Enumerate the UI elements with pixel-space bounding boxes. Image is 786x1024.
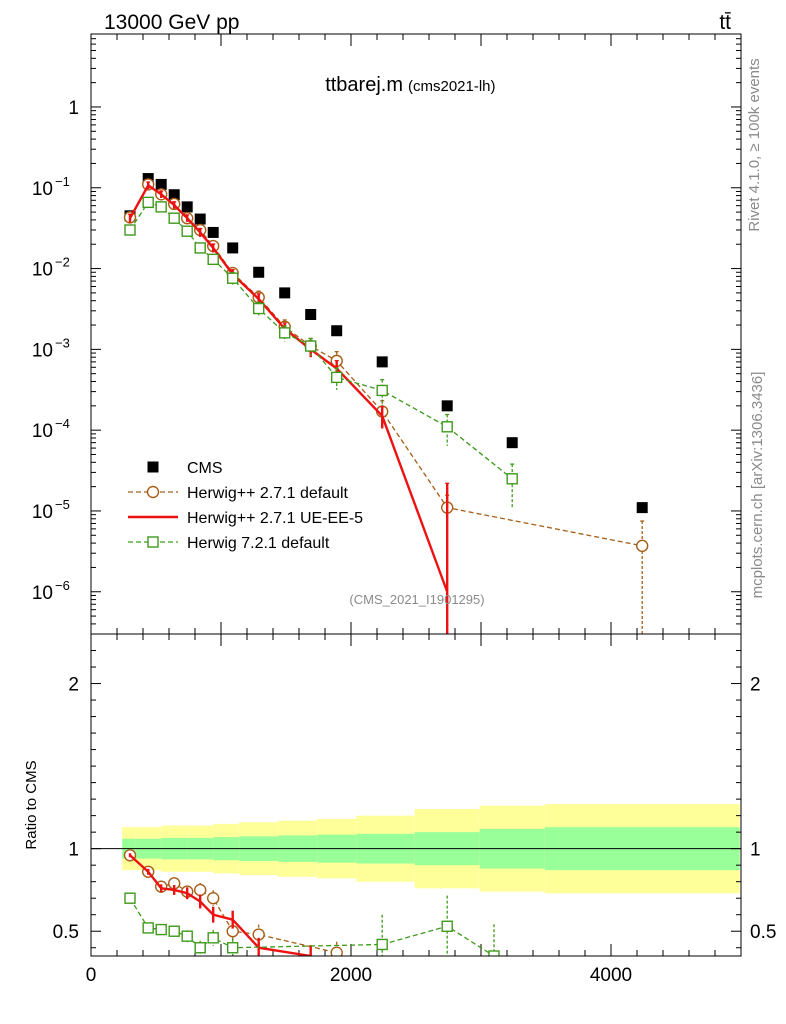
ratio-y-tick-label-right: 2	[750, 675, 761, 696]
ratio-ticks: 0.5 0.5 1 1 2 2 0 2000 4000	[53, 634, 776, 986]
legend-marker	[146, 485, 160, 499]
ratio-y-tick-label: 1	[68, 840, 79, 861]
legend-marker	[147, 461, 159, 473]
ratio-y-tick-label-right: 1	[750, 840, 761, 861]
rivet-label: Rivet 4.1.0, ≥ 100k events	[746, 58, 763, 231]
ratio-point	[124, 892, 136, 904]
series-line	[128, 183, 449, 593]
x-tick-label: 0	[86, 965, 97, 986]
ratio-series	[123, 849, 500, 956]
main-series	[123, 173, 649, 634]
y-tick-label: 10	[32, 340, 53, 361]
ratio-y-tick-label-right: 0.5	[750, 922, 776, 943]
legend-label: Herwig 7.2.1 default	[187, 535, 330, 552]
cms-point	[227, 242, 239, 254]
cms-point	[376, 356, 388, 368]
main-panel: 110−110−210−310−410−510−6 ttbarej.m (cms…	[32, 33, 742, 635]
herwig-721-point	[181, 225, 193, 237]
cms-point	[506, 437, 518, 449]
herwig-721-point	[506, 473, 518, 485]
cms-point	[194, 213, 206, 225]
ratio-point	[226, 942, 239, 954]
ratio-point	[207, 932, 219, 944]
cms-point	[305, 309, 317, 321]
cms-point	[441, 400, 453, 412]
ratio-point	[206, 892, 220, 905]
ratio-y-tick-label: 2	[68, 675, 79, 696]
ratio-line	[129, 854, 311, 956]
ratio-point	[194, 942, 206, 954]
y-tick-label: 10	[32, 179, 53, 200]
legend-label: CMS	[187, 460, 223, 477]
ratio-point	[142, 922, 154, 934]
main-ticks: 110−110−210−310−410−510−6	[32, 33, 742, 635]
legend-marker	[147, 536, 159, 548]
ratio-point	[330, 946, 343, 956]
legend-label: Herwig++ 2.7.1 UE-EE-5	[187, 510, 363, 527]
herwig-721-point	[252, 302, 265, 315]
site-label: mcplots.cern.ch [arXiv:1306.3436]	[749, 372, 766, 599]
ratio-point	[193, 883, 207, 897]
y-tick-exponent: −6	[55, 578, 70, 593]
cms-point	[207, 226, 219, 238]
herwig-721-point	[142, 196, 154, 209]
process-label: tt̄	[719, 11, 731, 34]
herwig-721-point	[194, 242, 206, 254]
herwig-721-point	[168, 212, 180, 224]
cms-point	[636, 502, 648, 514]
y-tick-label: 10	[32, 260, 53, 281]
cms-point	[331, 325, 343, 337]
series-herwig-7-2-1-default	[124, 196, 518, 508]
herwig-721-point	[207, 253, 219, 266]
y-tick-exponent: −4	[55, 416, 70, 431]
herwig-721-point	[226, 272, 239, 284]
ratio-point	[488, 950, 500, 956]
ratio-ylabel: Ratio to CMS	[23, 760, 40, 849]
energy-label: 13000 GeV pp	[104, 11, 239, 34]
cms-point	[253, 266, 265, 278]
herwig-721-point	[155, 201, 167, 213]
ratio-point	[168, 925, 180, 937]
ratio-herwig-7-2-1-default	[124, 892, 500, 956]
herwig-271-default-point	[636, 539, 649, 553]
y-tick-label: 10	[32, 502, 53, 523]
herwig-721-point	[376, 384, 388, 397]
y-tick-exponent: −3	[55, 335, 70, 350]
ratio-point	[441, 920, 453, 932]
analysis-watermark: (CMS_2021_I1901295)	[349, 592, 484, 607]
ratio-y-tick-label: 0.5	[53, 922, 79, 943]
ratio-point	[155, 923, 167, 936]
ratio-frame	[90, 633, 742, 957]
herwig-721-point	[305, 340, 317, 352]
ratio-point	[181, 930, 193, 942]
cms-point	[155, 178, 167, 190]
legend-label: Herwig++ 2.7.1 default	[187, 485, 349, 502]
cms-point	[168, 189, 180, 201]
y-tick-exponent: −1	[55, 174, 70, 189]
herwig-721-point	[124, 224, 136, 236]
cms-point	[279, 287, 291, 299]
herwig-721-point	[279, 327, 291, 339]
herwig-721-point	[441, 421, 453, 433]
ratio-point	[376, 938, 388, 951]
chart-title: ttbarej.m	[325, 74, 403, 96]
x-tick-label: 2000	[330, 965, 372, 986]
x-tick-label: 4000	[590, 965, 632, 986]
y-tick-exponent: −2	[55, 255, 70, 270]
y-tick-label: 10	[32, 583, 53, 604]
ratio-panel: 0.5 0.5 1 1 2 2 0 2000 4000 Ratio to CMS	[23, 633, 776, 986]
herwig-721-point	[331, 371, 343, 384]
cms-point	[181, 201, 193, 213]
y-tick-label: 1	[68, 98, 79, 119]
legend: CMS Herwig++ 2.7.1 default Herwig++ 2.7.1 …	[128, 460, 363, 552]
chart-subtitle: (cms2021-lh)	[408, 78, 496, 95]
y-tick-label: 10	[32, 421, 53, 442]
y-tick-exponent: −5	[55, 497, 70, 512]
